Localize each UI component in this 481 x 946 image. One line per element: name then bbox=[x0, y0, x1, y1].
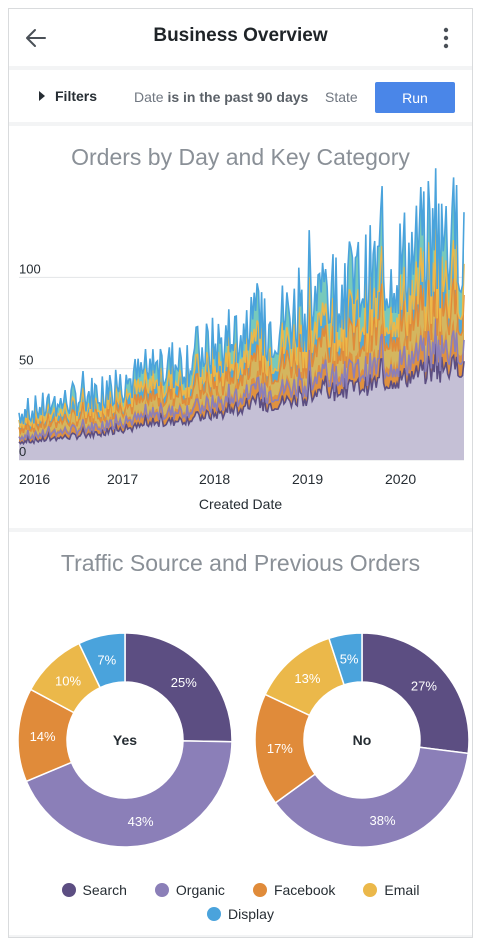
x-tick-label: 2019 bbox=[292, 471, 323, 487]
x-axis-title: Created Date bbox=[198, 496, 283, 512]
traffic-donut-charts: 25% 43% 14% 10% 7% Yes 27% 38% 17% 13% 5% No bbox=[17, 632, 470, 848]
slice-label: 27% bbox=[411, 678, 437, 693]
orders-chart-title: Orders by Day and Key Category bbox=[71, 144, 410, 170]
slice-label: 43% bbox=[128, 814, 154, 829]
x-tick-label: 2018 bbox=[199, 471, 230, 487]
slice-search[interactable] bbox=[361, 632, 470, 755]
arrow-left-icon[interactable] bbox=[23, 25, 49, 51]
line-series-2 bbox=[18, 265, 465, 436]
slice-display[interactable] bbox=[78, 632, 126, 689]
x-tick-label: 2020 bbox=[385, 471, 416, 487]
slice-label: 38% bbox=[370, 813, 396, 828]
slice-display[interactable] bbox=[327, 632, 363, 686]
filters-toggle[interactable]: Filters bbox=[39, 88, 97, 104]
slice-organic[interactable] bbox=[274, 746, 469, 848]
legend-label: Search bbox=[82, 882, 127, 898]
slice-label: 17% bbox=[267, 741, 293, 756]
legend-swatch bbox=[154, 883, 169, 897]
slice-label: 13% bbox=[294, 671, 320, 686]
legend-swatch bbox=[252, 883, 267, 897]
legend-item-display[interactable]: Display bbox=[207, 906, 274, 922]
line-series-4 bbox=[18, 168, 465, 425]
legend-item-organic[interactable]: Organic bbox=[154, 882, 225, 898]
filter-bar: Filters Date is in the past 90 days Stat… bbox=[9, 70, 472, 122]
donut-center-label: No bbox=[353, 732, 372, 748]
slice-label: 25% bbox=[171, 675, 197, 690]
line-series-3 bbox=[18, 228, 465, 429]
legend-swatch bbox=[207, 907, 222, 921]
area-series-0 bbox=[19, 343, 464, 460]
y-tick-label: 100 bbox=[19, 261, 41, 276]
filters-label: Filters bbox=[55, 88, 98, 104]
caret-right-icon bbox=[39, 91, 45, 101]
traffic-chart-card: Traffic Source and Previous Orders 25% 43… bbox=[9, 532, 472, 935]
line-series-0 bbox=[18, 343, 465, 446]
legend-item-email[interactable]: Email bbox=[363, 882, 419, 898]
date-filter-field: Date bbox=[134, 89, 164, 105]
orders-area-chart: 0 50 100 2016 2017 2018 2019 2020 bbox=[18, 168, 465, 487]
y-tick-label: 0 bbox=[19, 444, 26, 459]
legend-label: Display bbox=[228, 906, 274, 922]
page-title: Business Overview bbox=[153, 25, 328, 46]
slice-label: 10% bbox=[55, 673, 81, 688]
more-vertical-icon[interactable] bbox=[436, 25, 456, 51]
slice-search[interactable] bbox=[124, 632, 233, 743]
line-series-1 bbox=[18, 318, 465, 443]
legend-label: Organic bbox=[175, 882, 225, 898]
legend-item-facebook[interactable]: Facebook bbox=[252, 882, 336, 898]
x-tick-label: 2017 bbox=[107, 471, 138, 487]
donut-center-label: Yes bbox=[113, 732, 137, 748]
slice-label: 7% bbox=[97, 653, 116, 668]
traffic-chart-title: Traffic Source and Previous Orders bbox=[60, 550, 421, 576]
orders-chart-card: Orders by Day and Key Category 0 50 100 20… bbox=[9, 126, 472, 528]
legend-swatch bbox=[363, 883, 378, 897]
legend-label: Facebook bbox=[273, 882, 336, 898]
app-frame: Business Overview Filters Date is in the… bbox=[8, 8, 473, 938]
date-filter[interactable]: Date is in the past 90 days bbox=[134, 89, 308, 105]
legend-swatch bbox=[61, 883, 76, 897]
date-filter-condition: is in the past 90 days bbox=[167, 89, 309, 105]
run-button[interactable]: Run bbox=[375, 82, 455, 113]
slice-label: 5% bbox=[340, 652, 359, 667]
legend-item-search[interactable]: Search bbox=[61, 882, 127, 898]
x-tick-label: 2016 bbox=[19, 471, 50, 487]
chart-legend: Search Organic Facebook Email Display bbox=[29, 882, 452, 922]
legend-label: Email bbox=[384, 882, 420, 898]
y-tick-label: 50 bbox=[19, 353, 33, 368]
slice-organic[interactable] bbox=[25, 740, 233, 848]
slice-label: 14% bbox=[30, 729, 56, 744]
donut-no: 27% 38% 17% 13% 5% No bbox=[254, 632, 470, 848]
top-bar: Business Overview bbox=[9, 9, 472, 66]
state-filter[interactable]: State bbox=[325, 89, 358, 105]
donut-yes: 25% 43% 14% 10% 7% Yes bbox=[17, 632, 233, 848]
